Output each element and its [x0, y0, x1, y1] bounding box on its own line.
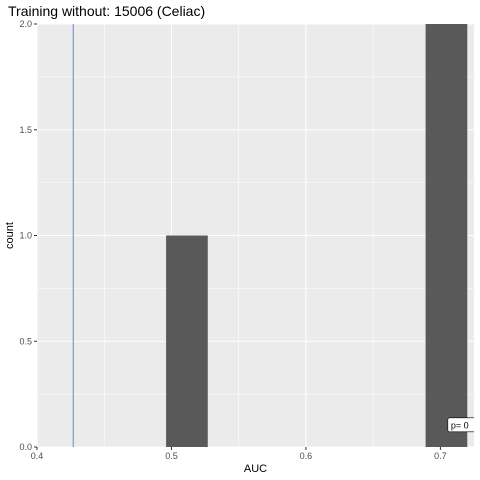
- x-axis-title: AUC: [244, 463, 267, 475]
- chart-title: Training without: 15006 (Celiac): [8, 3, 205, 19]
- annotation-box: [447, 417, 474, 433]
- y-tick-label: 0.5: [19, 336, 32, 346]
- y-tick-label: 2.0: [19, 19, 32, 29]
- annotation-clip-group: p= 0: [447, 417, 474, 433]
- x-tick-label: 0.5: [165, 451, 178, 461]
- y-tick-labels: 0.0 0.5 1.0 1.5 2.0: [19, 19, 32, 452]
- x-tick-labels: 0.4 0.5 0.6 0.7: [31, 451, 447, 461]
- y-tick-label: 0.0: [19, 442, 32, 452]
- y-tick-label: 1.5: [19, 125, 32, 135]
- y-tick-label: 1.0: [19, 231, 32, 241]
- x-tick-label: 0.4: [31, 451, 44, 461]
- x-tick-label: 0.6: [300, 451, 313, 461]
- p-value-annotation: p= 0: [447, 417, 474, 433]
- annotation-label: p= 0: [451, 420, 469, 430]
- x-tick-label: 0.7: [434, 451, 447, 461]
- histogram-bar: [166, 235, 208, 447]
- histogram-bars: [166, 24, 468, 447]
- y-axis-title: count: [4, 222, 16, 249]
- histogram-bar: [425, 24, 468, 447]
- axis-ticks: [34, 23, 441, 450]
